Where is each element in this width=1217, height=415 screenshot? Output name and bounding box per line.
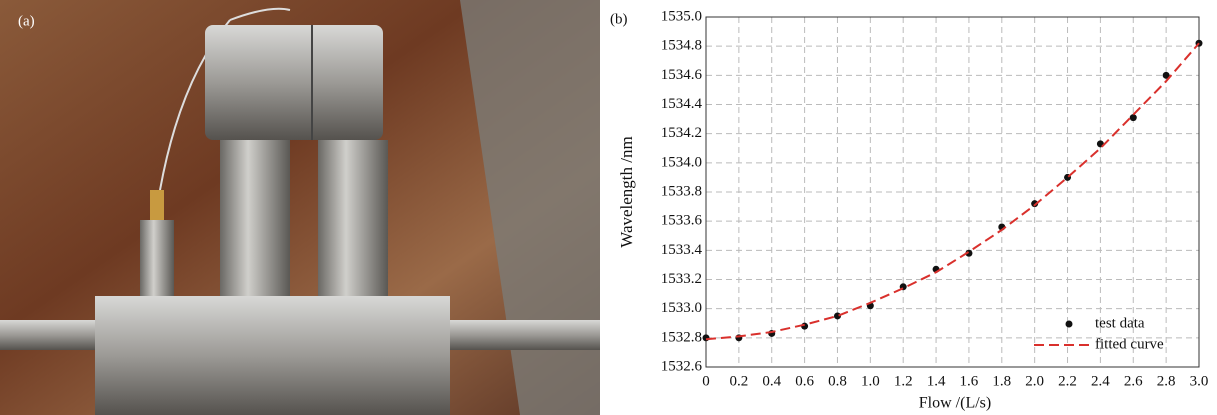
fitted-line (705, 42, 1200, 341)
x-tick-label: 0.8 (828, 373, 847, 389)
photo (0, 0, 600, 415)
y-axis-title: Wavelength /nm (617, 136, 636, 247)
x-tick-label: 2.6 (1124, 373, 1143, 389)
data-point (965, 249, 973, 257)
data-point (1129, 114, 1137, 122)
data-point (1162, 71, 1170, 79)
x-tick-label: 1.8 (992, 373, 1011, 389)
x-axis-title: Flow /(L/s) (919, 395, 991, 412)
panel-label: (a) (18, 13, 35, 29)
plot-frame (705, 16, 1200, 368)
x-tick-label: 0.2 (729, 373, 748, 389)
y-tick-label: 1532.8 (661, 329, 702, 345)
x-tick-label: 1.2 (894, 373, 913, 389)
x-tick-label: 0.4 (762, 373, 781, 389)
y-tick-label: 1534.2 (661, 125, 702, 141)
x-tick-label: 0.6 (795, 373, 814, 389)
y-tick-label: 1533.0 (661, 300, 702, 316)
legend-label: test data (1095, 315, 1145, 331)
legend-label: fitted curve (1095, 336, 1164, 352)
panel-label: (b) (610, 11, 628, 27)
x-tick-label: 2.8 (1157, 373, 1176, 389)
y-tick-label: 1533.8 (661, 183, 702, 199)
y-tick-label: 1534.6 (661, 67, 703, 83)
x-tick-label: 2.4 (1091, 373, 1110, 389)
legend-marker (1065, 320, 1073, 328)
y-tick-label: 1532.6 (661, 358, 703, 374)
y-tick-label: 1534.0 (661, 154, 702, 170)
y-tick-label: 1534.4 (661, 96, 703, 112)
x-tick-label: 2.0 (1025, 373, 1044, 389)
x-tick-label: 0 (702, 373, 710, 389)
y-tick-label: 1533.2 (661, 271, 702, 287)
x-tick-label: 1.0 (861, 373, 880, 389)
x-tick-label: 1.4 (927, 373, 946, 389)
x-tick-label: 3.0 (1190, 373, 1209, 389)
data-point (1031, 200, 1039, 208)
y-tick-label: 1535.0 (661, 8, 702, 24)
x-tick-label: 2.2 (1058, 373, 1077, 389)
y-tick-label: 1534.8 (661, 38, 702, 54)
data-point (702, 334, 710, 342)
x-tick-label: 1.6 (960, 373, 979, 389)
y-tick-label: 1533.6 (661, 213, 703, 229)
y-tick-label: 1533.4 (661, 242, 703, 258)
